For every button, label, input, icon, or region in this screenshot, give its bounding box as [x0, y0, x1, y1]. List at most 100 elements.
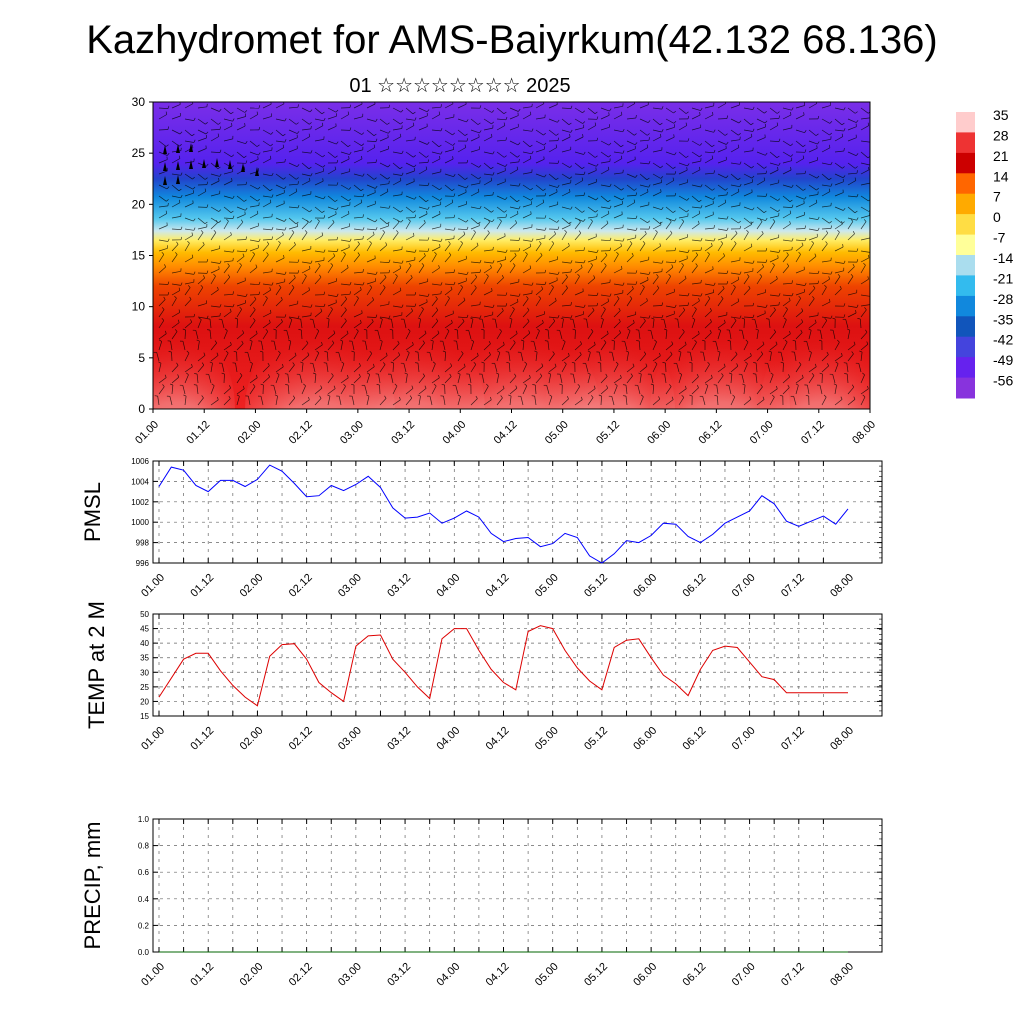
wind-barb-tick [763, 177, 766, 181]
pmsl-panel-xtick-label: 06.12 [681, 572, 709, 600]
wind-barb-tick [332, 219, 335, 223]
wind-barb-tick [376, 384, 380, 386]
wind-barb-tick [660, 189, 662, 193]
wind-barb [652, 319, 655, 329]
wind-barb-tick [710, 242, 713, 246]
wind-barb-tick [244, 211, 246, 215]
wind-barb [496, 397, 503, 406]
wind-barb [236, 116, 246, 120]
wind-barb [457, 103, 467, 109]
wind-barb-tick [580, 264, 583, 268]
wind-barb-tick [850, 273, 854, 277]
wind-barb [184, 272, 194, 275]
wind-barb [483, 354, 491, 362]
wind-barb-tick [360, 188, 364, 191]
wind-barb-tick [201, 395, 204, 399]
wind-barb [171, 244, 179, 252]
wind-barb [301, 222, 309, 230]
wind-barb-tick [673, 110, 677, 114]
precip-panel-ytick-label: 0.4 [138, 895, 150, 904]
wind-barb [769, 304, 779, 307]
wind-barb [743, 217, 752, 224]
wind-barb [496, 118, 507, 121]
wind-barb-tick [659, 122, 663, 126]
wind-barb [652, 136, 662, 142]
wind-barb [782, 213, 791, 219]
wind-barb-tick [265, 328, 269, 332]
wind-barb [663, 319, 667, 329]
wind-barb [366, 321, 374, 329]
wind-barb-tick [231, 122, 233, 126]
wind-barb [600, 282, 610, 285]
wind-barb [483, 194, 493, 197]
wind-barb-tick [178, 188, 182, 192]
wind-barb [847, 172, 858, 175]
wind-barb-tick [362, 269, 364, 273]
wind-barb-tick [544, 281, 547, 285]
wind-barb-tick [853, 396, 856, 400]
wind-barb [522, 203, 532, 208]
wind-barb [170, 341, 173, 351]
wind-barb [782, 376, 790, 384]
wind-barb [392, 399, 401, 406]
wind-barb [626, 140, 636, 146]
wind-barb-tick [488, 340, 491, 344]
wind-barb [782, 239, 792, 242]
wind-barb [236, 125, 246, 131]
wind-barb-tick [200, 284, 204, 288]
wind-barb [431, 254, 437, 263]
wind-barb [496, 352, 501, 362]
wind-barb [626, 195, 637, 197]
wind-barb-tick [269, 155, 272, 159]
wind-barb [678, 397, 685, 406]
wind-barb [481, 319, 485, 329]
wind-barb [678, 305, 689, 307]
wind-barb [158, 213, 167, 219]
wind-barb [639, 104, 649, 109]
wind-barb-tick [320, 308, 323, 312]
wind-barb [587, 216, 597, 219]
wind-barb-tick [569, 133, 571, 138]
wind-barb-tick [362, 236, 364, 240]
wind-barb-tick [529, 243, 532, 247]
wind-barb-tick [775, 341, 778, 345]
wind-barb [717, 194, 727, 197]
wind-barb [847, 107, 856, 114]
wind-barb [184, 299, 192, 307]
wind-barb [338, 396, 342, 406]
wind-barb-tick [529, 374, 531, 378]
wind-barb-tick [245, 181, 248, 185]
wind-barb [587, 250, 597, 253]
wind-barb [418, 222, 426, 230]
wind-barb [340, 184, 349, 190]
wind-barb [769, 331, 776, 340]
wind-barb [249, 247, 259, 252]
wind-barb [613, 332, 621, 340]
wind-barb [743, 288, 751, 296]
wind-barb [287, 384, 290, 395]
wind-barb-tick [540, 373, 543, 377]
wind-barb-tick [180, 282, 183, 286]
wind-barb-tick [710, 374, 713, 378]
wind-barb [301, 354, 310, 362]
wind-barb-tick [323, 196, 326, 200]
wind-barb [418, 309, 424, 318]
wind-barb [340, 140, 349, 147]
wind-barb-tick [713, 282, 716, 286]
wind-barb [754, 319, 758, 329]
wind-barb [314, 221, 320, 230]
wind-barb [834, 206, 844, 211]
wind-barb [418, 140, 428, 145]
wind-barb [366, 299, 374, 307]
wind-barb-tick [503, 122, 506, 126]
wind-barb [301, 151, 311, 154]
wind-barb [275, 374, 280, 384]
wind-barb-tick [614, 383, 618, 386]
wind-barb-tick [413, 155, 416, 158]
wind-barb [184, 287, 191, 296]
wind-barb-tick [712, 266, 714, 270]
wind-barb-tick [490, 177, 493, 181]
wind-barb [431, 213, 441, 219]
wind-barb-tick [387, 177, 390, 180]
wind-barb [340, 386, 346, 395]
